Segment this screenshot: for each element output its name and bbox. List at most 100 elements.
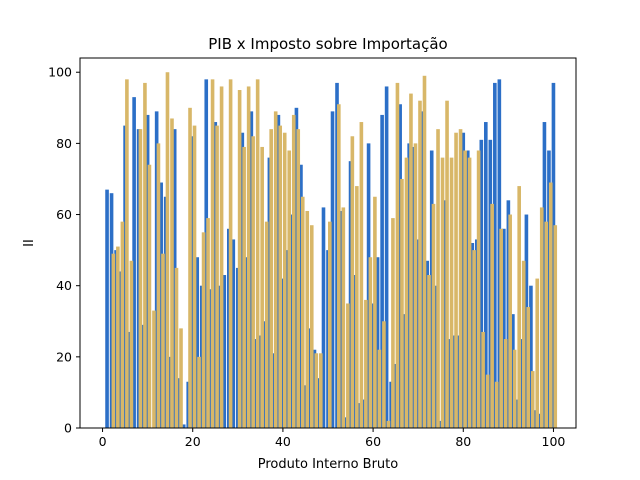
bar-series-2 (535, 278, 540, 428)
x-axis-label: Produto Interno Bruto (258, 457, 399, 472)
y-axis: 0 20 40 60 80 100 (48, 65, 80, 436)
x-tick-label: 100 (542, 434, 566, 449)
bar-series-2 (386, 420, 391, 428)
bar-series-2 (192, 125, 197, 428)
bar-series-2 (404, 157, 409, 428)
bar-series-2 (246, 86, 251, 429)
bar-series-2 (539, 207, 544, 428)
bar-series-2 (201, 232, 206, 428)
bar-series-2 (449, 157, 454, 428)
bar-series-2 (400, 178, 404, 428)
bar-series-1 (502, 228, 506, 428)
bar-series-2 (472, 250, 476, 428)
bar-series-2 (138, 129, 143, 428)
chart-title: PIB x Imposto sobre Importação (208, 35, 448, 53)
x-tick-label: 80 (455, 434, 471, 449)
bar-series-2 (395, 82, 400, 429)
bar-series-2 (156, 143, 161, 428)
bar-series-2 (147, 164, 152, 429)
bar-series-2 (255, 79, 260, 428)
bar-series-1 (136, 129, 141, 428)
bar-series-2 (544, 221, 549, 428)
y-tick-label: 0 (64, 421, 72, 436)
bar-series-2 (526, 307, 531, 428)
bar-series-1 (335, 82, 339, 429)
bar-series-1 (249, 111, 254, 429)
bar-series-2 (494, 381, 499, 428)
bar-series-1 (393, 363, 398, 428)
y-tick-label: 40 (56, 278, 72, 293)
bar-series-2 (454, 132, 458, 428)
bar-series-1 (181, 424, 186, 428)
bar-series-2 (530, 371, 535, 428)
bar-series-2 (291, 114, 296, 429)
bar-series-2 (440, 157, 445, 428)
bar-series-1 (538, 413, 542, 428)
bar-series-2 (282, 132, 287, 428)
bar-series-1 (339, 210, 344, 428)
bar-series-1 (240, 132, 245, 428)
bar-series-1 (447, 339, 452, 428)
bar-series-2 (264, 221, 269, 428)
bar-series-2 (481, 331, 485, 428)
bar-series-2 (382, 321, 386, 428)
bar-series-1 (529, 285, 533, 428)
bar-series-1 (231, 239, 236, 428)
bar-series-1 (299, 164, 303, 429)
bar-series-1 (384, 86, 389, 429)
bar-series-1 (389, 381, 393, 428)
bar-series-2 (318, 353, 323, 428)
bar-series-2 (364, 299, 368, 428)
bar-series-2 (287, 150, 292, 428)
bar-series-2 (143, 82, 147, 429)
bar-series-2 (120, 221, 125, 428)
bar-series-2 (490, 203, 494, 428)
bar-series-2 (188, 107, 192, 428)
bar-series-1 (141, 324, 145, 428)
bar-series-1 (375, 257, 380, 428)
x-axis: 0 20 40 60 80 100 (99, 428, 566, 449)
bar-series-2 (350, 136, 355, 428)
bar-series-2 (309, 225, 314, 428)
bar-series-1 (542, 122, 547, 428)
bar-series-2 (467, 157, 472, 428)
bar-series-2 (517, 186, 521, 428)
bar-series-2 (463, 150, 467, 428)
bar-series-2 (355, 186, 359, 428)
bar-series-2 (436, 129, 440, 428)
bar-series-1 (330, 111, 335, 429)
bar-series-2 (422, 75, 427, 428)
bar-series-2 (314, 353, 319, 428)
bar-series-1 (434, 285, 439, 428)
bar-series-2 (300, 196, 305, 428)
bar-series-2 (427, 275, 431, 428)
bar-series-2 (328, 221, 332, 428)
bar-series-2 (228, 79, 233, 428)
bar-series-2 (215, 125, 219, 428)
bar-series-2 (260, 146, 264, 428)
bar-series-1 (493, 82, 497, 429)
bar-series-2 (377, 349, 382, 428)
bar-series-1 (438, 420, 443, 428)
bar-series-1 (344, 417, 348, 428)
bar-series-2 (278, 125, 283, 428)
bar-series-2 (431, 203, 436, 428)
bar-series-2 (499, 228, 503, 428)
bar-series-1 (105, 189, 109, 428)
bar-series-2 (174, 267, 179, 428)
bar-series-2 (503, 339, 508, 428)
x-tick-label: 0 (99, 434, 107, 449)
bar-series-1 (547, 150, 551, 428)
bar-series-1 (290, 214, 294, 428)
bar-series-2 (458, 129, 463, 428)
bar-series-2 (273, 111, 278, 429)
y-tick-label: 100 (48, 65, 72, 80)
bar-series-1 (195, 257, 200, 428)
bar-series-1 (479, 139, 484, 428)
x-tick-label: 40 (275, 434, 291, 449)
bar-series-2 (368, 257, 373, 428)
bar-series-2 (373, 196, 377, 428)
bar-series-2 (476, 150, 481, 428)
bar-series-2 (409, 93, 413, 428)
bar-series-2 (341, 207, 346, 428)
